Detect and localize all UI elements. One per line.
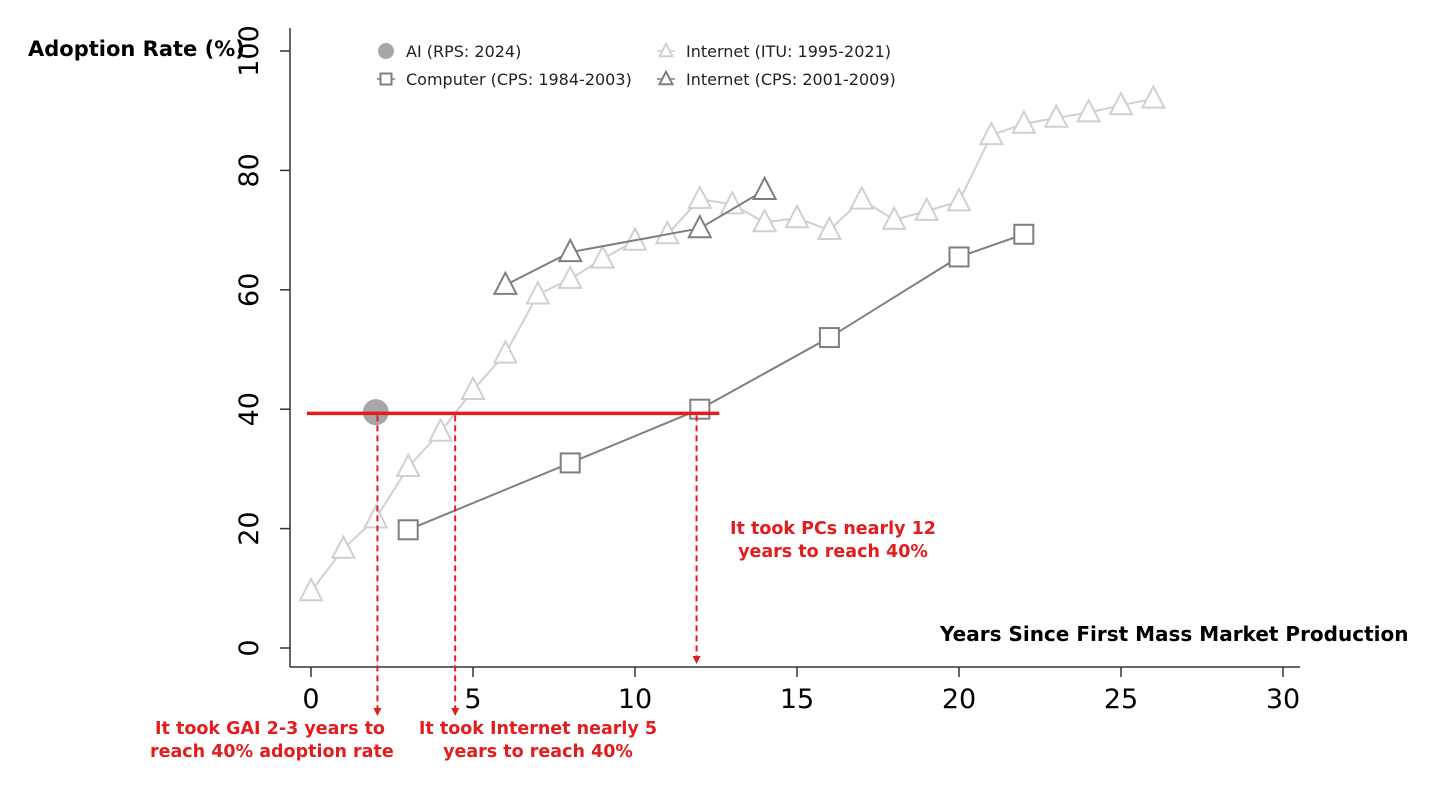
data-point-triangle	[460, 375, 486, 401]
series-line-3	[504, 189, 766, 286]
drop-arrow	[451, 708, 460, 716]
drop-arrow	[692, 656, 701, 664]
data-point-triangle	[913, 196, 940, 221]
y-tick-label: 100	[234, 25, 265, 77]
x-tick-label: 0	[302, 684, 319, 715]
legend-marker-circle	[378, 43, 394, 59]
x-tick-label: 25	[1104, 684, 1138, 715]
data-point-triangle	[298, 576, 324, 602]
data-point-triangle	[395, 452, 421, 478]
legend-marker-triangle	[657, 41, 675, 58]
drop-arrow	[373, 708, 382, 716]
annotation-gai-line-2: reach 40% adoption rate	[150, 742, 394, 762]
data-point-triangle	[816, 215, 843, 241]
data-point-square	[1013, 223, 1035, 245]
data-point-square	[559, 452, 581, 474]
data-point-triangle	[427, 417, 454, 442]
data-point-triangle	[978, 120, 1005, 146]
annotation-internet: It took Internet nearly 5 years to reach…	[418, 718, 658, 764]
data-point-square	[397, 519, 419, 541]
legend-marker-square	[379, 72, 393, 86]
data-point-triangle	[363, 504, 389, 529]
data-point-triangle	[687, 213, 713, 239]
data-point-triangle	[1075, 98, 1102, 123]
legend-label: Internet (ITU: 1995-2021)	[686, 42, 891, 61]
data-point-triangle	[881, 205, 907, 230]
data-point-square	[948, 246, 970, 268]
annotation-internet-line-2: years to reach 40%	[443, 742, 633, 762]
data-point-triangle	[1043, 103, 1069, 128]
y-tick-label: 0	[234, 639, 265, 656]
x-tick-label: 30	[1266, 684, 1300, 715]
series-line-1	[407, 233, 1025, 531]
x-tick-label: 5	[464, 684, 481, 715]
x-tick-label: 20	[942, 684, 976, 715]
y-tick-label: 20	[234, 511, 265, 545]
x-tick-label: 10	[618, 684, 652, 715]
data-point-triangle	[557, 237, 583, 263]
annotation-gai-line-1: It took GAI 2-3 years to	[155, 719, 385, 739]
data-point-triangle	[719, 189, 745, 215]
annotation-gai: It took GAI 2-3 years to reach 40% adopt…	[150, 718, 394, 764]
x-axis-title: Years Since First Mass Market Production	[940, 622, 1409, 646]
data-point-triangle	[784, 203, 810, 229]
data-point-triangle	[751, 207, 778, 233]
data-point-triangle	[1011, 109, 1037, 134]
annotation-pcs: It took PCs nearly 12 years to reach 40%	[718, 518, 948, 564]
data-point-triangle	[589, 244, 616, 269]
data-point-triangle	[687, 184, 713, 209]
data-point-triangle	[492, 339, 519, 364]
y-tick-label: 60	[234, 273, 265, 307]
data-point-triangle	[1140, 84, 1167, 109]
legend-marker-triangle	[657, 69, 675, 86]
annotation-internet-line-1: It took Internet nearly 5	[418, 719, 658, 739]
annotation-pcs-line-1: It took PCs nearly 12	[730, 519, 936, 539]
data-point-triangle	[1108, 90, 1134, 116]
data-point-triangle	[557, 264, 583, 289]
data-point-triangle	[849, 185, 875, 210]
y-tick-label: 80	[234, 153, 265, 187]
x-tick-label: 15	[780, 684, 814, 715]
data-point-triangle	[525, 280, 551, 305]
data-point-square	[818, 327, 840, 349]
data-point-triangle	[330, 534, 357, 559]
data-point-triangle	[492, 270, 519, 295]
data-point-square	[689, 398, 711, 420]
legend-label: Internet (CPS: 2001-2009)	[686, 70, 896, 89]
data-point-triangle	[946, 186, 972, 212]
legend-label: AI (RPS: 2024)	[406, 42, 521, 61]
legend-label: Computer (CPS: 1984-2003)	[406, 70, 632, 89]
data-point-triangle	[751, 175, 778, 201]
annotation-pcs-line-2: years to reach 40%	[738, 542, 928, 562]
y-axis-title: Adoption Rate (%)	[28, 37, 245, 61]
y-tick-label: 40	[234, 392, 265, 426]
